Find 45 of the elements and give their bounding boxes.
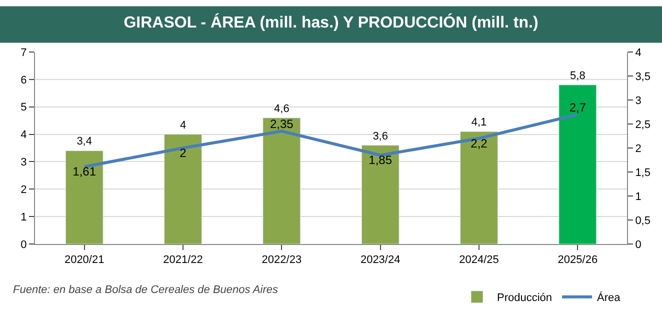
bar (361, 145, 400, 244)
x-tick-label: 2025/26 (558, 254, 598, 266)
bar (262, 118, 301, 244)
data-label: 2 (180, 146, 187, 160)
data-label: 2,7 (569, 100, 586, 114)
x-tick-label: 2020/21 (64, 254, 104, 266)
y-tick-label: 4 (20, 129, 27, 142)
y2-tick-label: 2,5 (635, 118, 650, 131)
data-label: 1,61 (72, 164, 96, 179)
x-tick-label: 2023/24 (360, 254, 400, 266)
y2-tick-label: 3 (635, 94, 642, 107)
data-label: 2,2 (470, 136, 488, 150)
y2-tick-label: 1,5 (635, 166, 650, 179)
y-tick-label: 3 (20, 156, 27, 169)
data-label: 4 (180, 119, 186, 132)
y-tick-label: 7 (20, 46, 27, 59)
y2-tick-label: 1 (635, 190, 642, 203)
bar (558, 84, 597, 244)
y2-tick-label: 2 (635, 142, 642, 155)
y-tick-label: 6 (20, 74, 27, 86)
data-label: 3,4 (76, 136, 92, 148)
x-tick-label: 2024/25 (459, 254, 499, 266)
y-tick-label: 0 (20, 238, 27, 251)
data-label: 1,85 (368, 153, 392, 168)
y-tick-label: 2 (20, 184, 27, 196)
bar (65, 150, 104, 244)
chart-title: GIRASOL - ÁREA (mill. has.) Y PRODUCCIÓN (mill. tn.) (124, 12, 538, 32)
data-label: 5,8 (570, 70, 586, 82)
bar (164, 134, 202, 244)
y-tick-label: 1 (20, 211, 27, 224)
legend-label: Producción (497, 292, 552, 304)
data-label: 3,6 (372, 130, 388, 142)
data-label: 4,6 (274, 102, 290, 115)
x-tick-label: 2022/23 (262, 254, 302, 266)
legend-label: Área (597, 291, 622, 304)
x-tick-label: 2021/22 (163, 254, 203, 266)
y2-tick-label: 0,5 (635, 214, 650, 227)
source-note: Fuente: en base a Bolsa de Cereales de Buenos Aires (13, 284, 278, 296)
y2-tick-label: 0 (635, 238, 642, 251)
data-label: 4,1 (471, 116, 487, 129)
y2-tick-label: 4 (635, 46, 642, 59)
y-tick-label: 5 (20, 102, 27, 114)
y2-tick-label: 3,5 (635, 70, 650, 83)
data-label: 2,35 (270, 117, 294, 132)
bar (460, 131, 498, 244)
